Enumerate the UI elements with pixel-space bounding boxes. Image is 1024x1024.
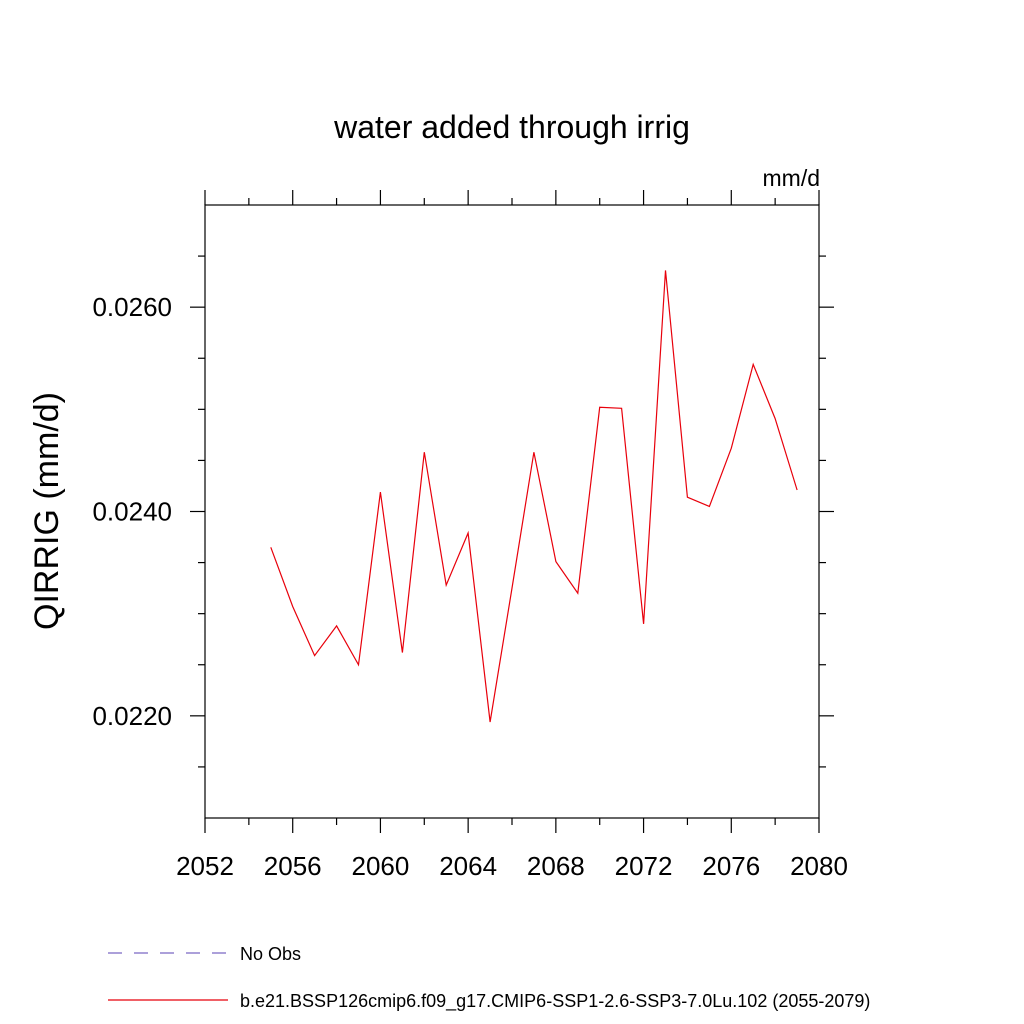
- data-point: [731, 448, 732, 449]
- x-tick-labels: 2052 2056 2060 2064 2068 2072 2076 2080: [176, 851, 848, 881]
- data-point: [599, 407, 600, 408]
- data-point: [358, 664, 359, 665]
- series-layer: [270, 270, 798, 723]
- x-tick-label: 2064: [439, 851, 497, 881]
- units-label: mm/d: [763, 165, 821, 191]
- x-tick-label: 2060: [352, 851, 410, 881]
- x-tick-label: 2076: [702, 851, 760, 881]
- data-point: [468, 532, 469, 533]
- data-point: [577, 593, 578, 594]
- series-line: [270, 270, 798, 723]
- data-point: [621, 408, 622, 409]
- x-tick-label: 2052: [176, 851, 234, 881]
- data-point: [314, 655, 315, 656]
- data-point: [292, 606, 293, 607]
- data-point: [775, 418, 776, 419]
- plot-frame: [204, 204, 820, 819]
- data-point: [402, 652, 403, 653]
- y-axis-label: QIRRIG (mm/d): [28, 392, 66, 630]
- y-tick-label: 0.0260: [92, 292, 172, 322]
- data-point: [796, 489, 797, 490]
- data-point: [424, 452, 425, 453]
- data-point: [709, 506, 710, 507]
- x-tick-label: 2056: [264, 851, 322, 881]
- x-tick-label: 2072: [615, 851, 673, 881]
- legend: No Obs b.e21.BSSP126cmip6.f09_g17.CMIP6-S…: [108, 944, 870, 1012]
- y-tick-label: 0.0240: [92, 497, 172, 527]
- data-point: [643, 623, 644, 624]
- data-point: [687, 497, 688, 498]
- data-point: [446, 584, 447, 585]
- legend-label: b.e21.BSSP126cmip6.f09_g17.CMIP6-SSP1-2.…: [240, 991, 870, 1012]
- legend-label: No Obs: [240, 944, 301, 964]
- data-point: [665, 270, 666, 271]
- axis-ticks: [190, 190, 834, 833]
- data-point: [336, 625, 337, 626]
- data-point: [511, 588, 512, 589]
- x-tick-label: 2068: [527, 851, 585, 881]
- data-point: [270, 547, 271, 548]
- chart-title: water added through irrig: [333, 109, 690, 145]
- data-point: [489, 721, 490, 722]
- y-tick-labels: 0.0220 0.0240 0.0260: [92, 292, 172, 731]
- x-tick-label: 2080: [790, 851, 848, 881]
- data-point: [533, 452, 534, 453]
- data-point: [753, 364, 754, 365]
- data-point: [380, 491, 381, 492]
- y-tick-label: 0.0220: [92, 701, 172, 731]
- data-point: [555, 561, 556, 562]
